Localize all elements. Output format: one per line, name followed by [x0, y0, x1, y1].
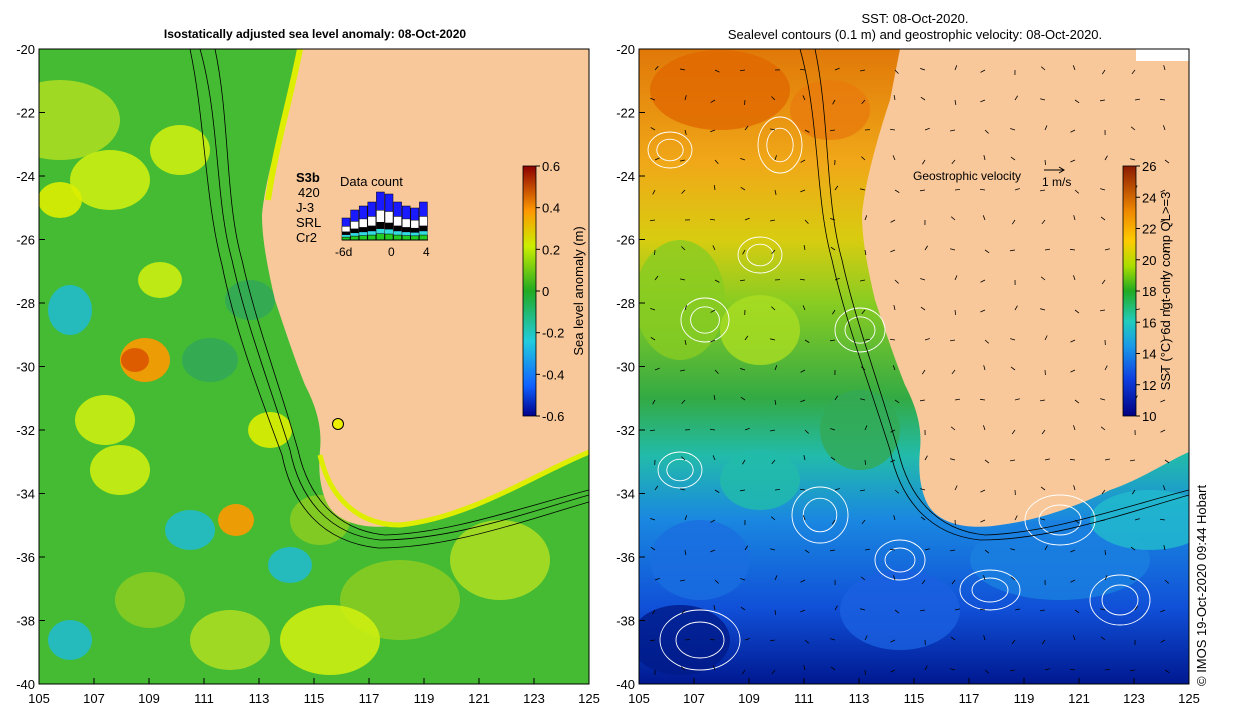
data-count-tick-start: -6d	[335, 245, 352, 259]
satellite-label: J-3	[296, 200, 314, 215]
lon-tick-label: 121	[1068, 691, 1090, 706]
sst-colorbar: 26 24 22 20 18 16 14 12 10 SST (°C) 6d ngt-only …	[1122, 159, 1173, 424]
lat-tick-label: -20	[16, 42, 35, 57]
lon-tick-label: 107	[83, 691, 105, 706]
lon-tick-label: 113	[849, 691, 870, 706]
lat-tick-label: -38	[16, 614, 35, 629]
lat-tick-label: -36	[616, 550, 635, 565]
colorbar-tick-label: 16	[1142, 315, 1156, 330]
colorbar-tick-label: -0.4	[542, 367, 564, 382]
lon-tick-label: 123	[1123, 691, 1145, 706]
lon-tick-label: 109	[138, 691, 160, 706]
velocity-legend-scale: 1 m/s	[1042, 175, 1071, 189]
lon-tick-label: 119	[1014, 691, 1035, 706]
lat-tick-label: -22	[16, 106, 35, 121]
lat-tick-label: -32	[616, 423, 635, 438]
sla-colorbar-label: Sea level anomaly (m)	[571, 226, 586, 355]
lon-tick-label: 115	[304, 691, 325, 706]
data-count-tick-zero: 0	[388, 245, 395, 259]
lat-tick-label: -34	[16, 487, 35, 502]
satellite-label: 420	[298, 185, 320, 200]
sst-colorbar-label: SST (°C) 6d ngt-only comp QL>=3	[1158, 192, 1173, 391]
colorbar-tick-label: 0	[542, 284, 549, 299]
right-panel-title-line2: Sealevel contours (0.1 m) and geostrophi…	[727, 27, 1103, 42]
lat-tick-label: -40	[616, 677, 635, 692]
lat-tick-label: -32	[16, 423, 35, 438]
colorbar-tick-label: 20	[1142, 253, 1156, 268]
lon-tick-label: 117	[359, 691, 380, 706]
velocity-legend: Geostrophic velocity 1 m/s	[913, 166, 1071, 189]
sla-map	[39, 49, 589, 684]
lat-tick-label: -38	[616, 614, 635, 629]
lat-tick-label: -36	[16, 550, 35, 565]
colorbar-tick-label: 0.2	[542, 242, 560, 257]
sst-map	[639, 49, 1189, 684]
lat-tick-label: -34	[616, 487, 635, 502]
colorbar-tick-label: 0.4	[542, 201, 560, 216]
land-mass-right	[862, 49, 1189, 527]
data-count-title: Data count	[340, 174, 403, 189]
lat-tick-label: -22	[616, 106, 635, 121]
lat-tick-label: -30	[16, 360, 35, 375]
left-panel-title: Isostatically adjusted sea level anomaly…	[163, 27, 467, 41]
colorbar-tick-label: 0.6	[542, 159, 560, 174]
colorbar-tick-label: -0.6	[542, 409, 564, 424]
lon-tick-label: 111	[794, 691, 814, 706]
land-mass-left	[262, 49, 589, 527]
lon-tick-label: 125	[578, 691, 600, 706]
lon-tick-label: 115	[904, 691, 925, 706]
lon-tick-label: 105	[628, 691, 650, 706]
satellite-label: Cr2	[296, 230, 317, 245]
lat-tick-label: -28	[616, 296, 635, 311]
lat-tick-label: -30	[616, 360, 635, 375]
lon-tick-label: 111	[194, 691, 214, 706]
colorbar-tick-label: 24	[1142, 190, 1156, 205]
lat-tick-label: -20	[616, 42, 635, 57]
lon-tick-label: 109	[738, 691, 760, 706]
colorbar-tick-label: 18	[1142, 284, 1156, 299]
lon-tick-label: 105	[28, 691, 50, 706]
lon-tick-label: 121	[468, 691, 490, 706]
credit-text: © IMOS 19-Oct-2020 09:44 Hobart	[1194, 485, 1209, 686]
lat-tick-label: -40	[16, 677, 35, 692]
lat-tick-label: -24	[616, 169, 635, 184]
lon-tick-label: 125	[1178, 691, 1200, 706]
lon-tick-label: 107	[683, 691, 705, 706]
colorbar-tick-label: 12	[1142, 378, 1156, 393]
colorbar-tick-label: 10	[1142, 409, 1156, 424]
satellite-label: SRL	[296, 215, 321, 230]
lon-tick-label: 123	[523, 691, 545, 706]
sla-colorbar: 0.6 0.4 0.2 0 -0.2 -0.4 -0.6 Sea level anomaly…	[522, 159, 586, 424]
colorbar-tick-label: -0.2	[542, 326, 564, 341]
data-count-chart: Data count -6d 0 4	[335, 174, 430, 259]
lon-tick-label: 119	[414, 691, 435, 706]
velocity-legend-label: Geostrophic velocity	[913, 169, 1021, 183]
colorbar-tick-label: 22	[1142, 222, 1156, 237]
lat-tick-label: -28	[16, 296, 35, 311]
lon-tick-label: 117	[959, 691, 980, 706]
right-panel-title-line1: SST: 08-Oct-2020.	[861, 11, 969, 26]
satellite-label: S3b	[296, 170, 320, 185]
lat-tick-label: -26	[16, 233, 35, 248]
lat-tick-label: -26	[616, 233, 635, 248]
data-count-tick-end: 4	[423, 245, 430, 259]
colorbar-tick-label: 14	[1142, 347, 1156, 362]
colorbar-tick-label: 26	[1142, 159, 1156, 174]
lon-tick-label: 113	[249, 691, 270, 706]
lat-tick-label: -24	[16, 169, 35, 184]
